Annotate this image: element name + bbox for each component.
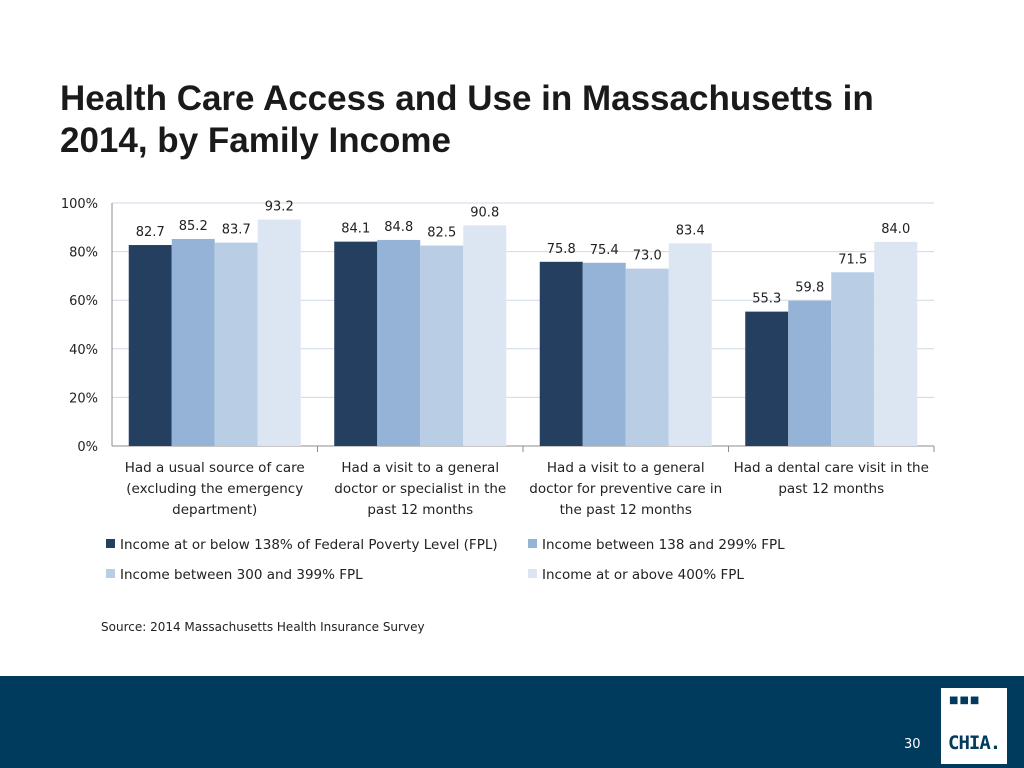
legend-swatch (106, 539, 115, 548)
category-label: (excluding the emergency (126, 481, 303, 497)
category-label: past 12 months (778, 481, 884, 497)
bar-value-label: 93.2 (265, 200, 294, 215)
page-number: 30 (904, 737, 921, 752)
bar (788, 300, 832, 446)
bar (745, 311, 789, 446)
logo-text: CHIA. (948, 732, 1001, 754)
bar (214, 242, 258, 446)
bar (582, 262, 626, 446)
slide-title: Health Care Access and Use in Massachuse… (60, 79, 874, 160)
bar (257, 219, 301, 446)
bar-chart: 0% 20% 40% 60% 80% 100% 82.7 85.2 83.7 93.2 Had a … (61, 197, 935, 583)
bar (463, 225, 507, 446)
chia-logo: ■■■ CHIA. (941, 688, 1007, 764)
y-tick-label: 60% (69, 294, 98, 309)
bar-value-label: 82.5 (427, 226, 456, 241)
bar-value-label: 84.8 (384, 220, 413, 235)
legend-label: Income between 300 and 399% FPL (120, 567, 363, 583)
bar-value-label: 55.3 (752, 292, 781, 307)
bar-value-label: 59.8 (795, 281, 824, 296)
bar-value-label: 75.4 (590, 243, 619, 258)
logo-dots-icon: ■■■ (949, 695, 981, 706)
category-label: Had a usual source of care (125, 460, 305, 476)
category-label: past 12 months (367, 502, 473, 518)
bar-value-label: 83.7 (222, 223, 251, 238)
legend-label: Income at or above 400% FPL (542, 567, 744, 583)
y-tick-label: 80% (69, 246, 98, 261)
category-label: doctor or specialist in the (334, 481, 506, 497)
legend-label: Income between 138 and 299% FPL (542, 537, 785, 553)
bar (171, 238, 215, 446)
category-label: department) (172, 502, 257, 518)
legend-swatch (106, 569, 115, 578)
bar-value-label: 73.0 (633, 249, 662, 264)
bar (334, 241, 378, 446)
bar (668, 243, 712, 446)
category-label: Had a visit to a general (341, 460, 499, 476)
source-note: Source: 2014 Massachusetts Health Insura… (101, 620, 425, 634)
category-label: the past 12 months (560, 502, 692, 518)
legend-swatch (528, 569, 537, 578)
footer-bar (0, 676, 1024, 768)
bar (831, 272, 875, 446)
bar (420, 245, 464, 446)
y-tick-label: 20% (69, 391, 98, 406)
bar-value-label: 84.1 (341, 222, 370, 237)
legend-label: Income at or below 138% of Federal Pover… (120, 537, 498, 553)
bar (625, 268, 669, 446)
category-label: Had a visit to a general (547, 460, 705, 476)
bar-value-label: 75.8 (547, 242, 576, 257)
y-tick-label: 40% (69, 343, 98, 358)
bar-value-label: 71.5 (838, 252, 867, 267)
bar (539, 261, 583, 446)
bar-value-label: 84.0 (881, 222, 910, 237)
y-tick-label: 100% (61, 197, 98, 212)
category-label: Had a dental care visit in the (734, 460, 929, 476)
bar-value-label: 82.7 (136, 225, 165, 240)
bar (377, 239, 421, 446)
bar-value-label: 83.4 (676, 223, 705, 238)
bar (874, 241, 918, 446)
category-label: doctor for preventive care in (529, 481, 722, 497)
bar (128, 245, 172, 446)
y-tick-label: 0% (77, 440, 98, 455)
legend-swatch (528, 539, 537, 548)
bar-value-label: 85.2 (179, 219, 208, 234)
bar-value-label: 90.8 (470, 205, 499, 220)
